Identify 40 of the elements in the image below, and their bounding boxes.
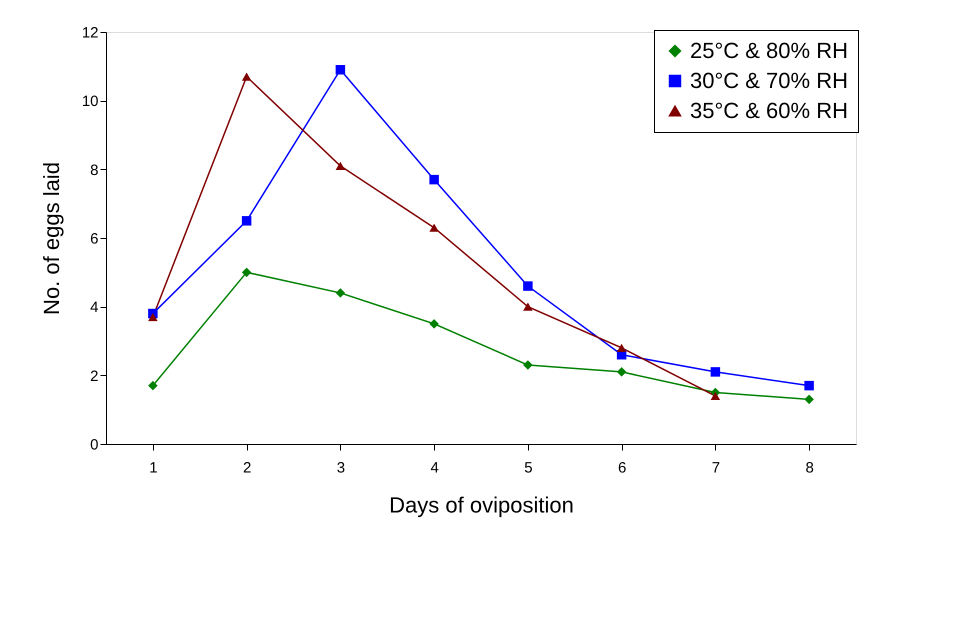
point (804, 380, 814, 390)
x-tick-label: 3 (336, 460, 346, 476)
point (148, 380, 158, 390)
x-axis-title: Days of oviposition (389, 492, 574, 518)
point (148, 312, 158, 322)
point (429, 319, 439, 329)
y-tick-label: 8 (90, 162, 98, 179)
legend-label: 35°C & 60% RH (690, 98, 848, 123)
legend-label: 25°C & 80% RH (690, 38, 848, 63)
y-tick-label: 2 (90, 368, 98, 385)
y-tick-label: 12 (82, 24, 98, 42)
point (336, 162, 346, 170)
point (710, 367, 720, 377)
y-tick-label: 0 (90, 436, 98, 454)
point (336, 288, 346, 298)
y-tick-label: 6 (90, 230, 98, 248)
point (523, 302, 533, 311)
x-tick-label: 6 (618, 460, 626, 476)
legend-label: 30°C & 70% RH (690, 68, 848, 93)
y-tick-label: 10 (82, 93, 98, 110)
point (336, 65, 346, 75)
point (616, 367, 626, 377)
point (429, 174, 439, 184)
point (242, 268, 252, 278)
point (523, 281, 533, 291)
x-tick-label: 5 (524, 460, 533, 476)
point (429, 224, 439, 232)
point (616, 344, 626, 352)
x-tick-label: 1 (149, 460, 158, 476)
x-tick-label: 4 (430, 460, 439, 476)
point (523, 360, 533, 370)
point (242, 72, 252, 81)
x-tick-label: 8 (805, 460, 814, 476)
y-tick-label: 4 (90, 299, 98, 316)
x-tick-label: 7 (712, 460, 720, 476)
point (710, 392, 720, 400)
point (804, 394, 814, 404)
point (242, 216, 252, 226)
y-axis-title: No. of eggs laid (38, 162, 64, 315)
x-tick-label: 2 (242, 460, 252, 476)
